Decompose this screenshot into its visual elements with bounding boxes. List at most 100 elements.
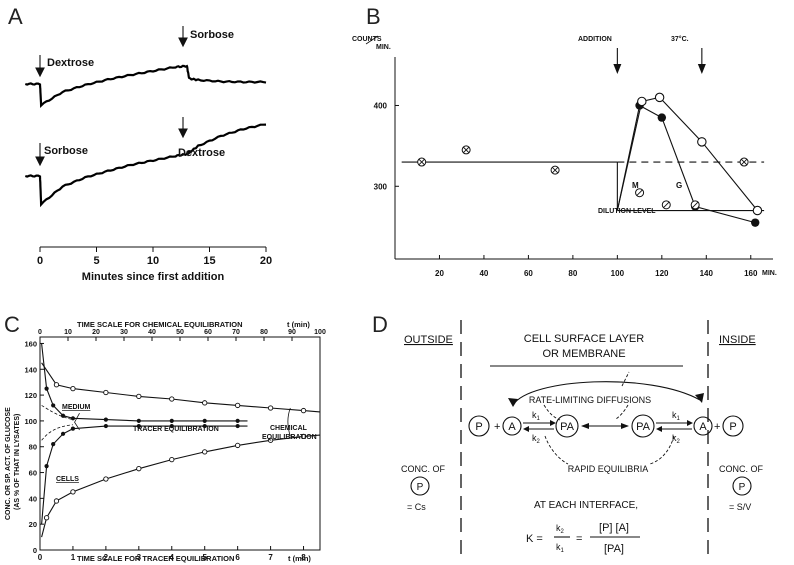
panel-d-a-outside: A bbox=[502, 416, 522, 436]
panel-d-eq-k1: k1 bbox=[556, 542, 565, 554]
panel-c-y-tick-label: 120 bbox=[24, 391, 37, 400]
panel-b-m-line bbox=[616, 104, 756, 224]
panel-c-medium-point bbox=[202, 400, 208, 406]
panel-b-point-g bbox=[697, 137, 707, 147]
panel-b-addition-arrowhead bbox=[613, 64, 622, 74]
panel-b-x-unit: MIN. bbox=[762, 270, 777, 277]
svg-text:PA: PA bbox=[636, 421, 651, 433]
panel-b-point-medium-slash bbox=[692, 201, 699, 208]
panel-c-bottom-tick-label: 1 bbox=[71, 553, 76, 562]
panel-d-k1-right: k1 bbox=[672, 410, 681, 422]
panel-c-frame bbox=[39, 336, 321, 551]
panel-d-transport-arc bbox=[512, 381, 701, 406]
panel-c-cells-point bbox=[169, 456, 175, 463]
panel-b-point-reference-cross bbox=[463, 146, 470, 154]
panel-c-medium-point bbox=[234, 402, 241, 409]
panel-a-label-sorbose-1: Sorbose bbox=[190, 29, 234, 41]
panel-b-point-g bbox=[654, 92, 665, 103]
panel-c-tracer-medium-point bbox=[136, 418, 141, 424]
panel-c-tracer-medium-point bbox=[70, 416, 76, 421]
panel-c-label-tracer: TRACER EQUILIBRATION bbox=[133, 426, 219, 433]
panel-c-bottom-axis-unit: t (min) bbox=[288, 554, 311, 563]
panel-c-chemical-brace bbox=[287, 407, 291, 437]
panel-b-dilution-label: DILUTION LEVEL bbox=[598, 208, 656, 215]
panel-c-top-tick-label: 80 bbox=[260, 329, 268, 336]
panel-d-eq-k2: k2 bbox=[556, 523, 565, 535]
panel-c-top-axis-unit: t (min) bbox=[287, 320, 310, 329]
panel-d-conc-p-outside: P bbox=[410, 476, 430, 496]
panel-b-x-tick-label: 160 bbox=[744, 269, 758, 278]
panel-d-eq-equals: = bbox=[576, 533, 582, 545]
panel-d-rapid-label: RAPID EQUILIBRIA bbox=[568, 464, 649, 474]
panel-c-top-tick-label: 60 bbox=[204, 329, 212, 336]
panel-b-point-g bbox=[752, 205, 763, 216]
panel-b-x-tick-label: 140 bbox=[700, 269, 714, 278]
panel-c-y-tick-label: 100 bbox=[24, 417, 37, 426]
panel-c-label-chemical-2: EQUILIBRATION bbox=[262, 434, 317, 441]
panel-b-x-tick-label: 100 bbox=[611, 269, 625, 278]
panel-a-label-dextrose-1: Dextrose bbox=[47, 57, 94, 69]
panel-c-letter: C bbox=[4, 312, 20, 337]
panel-b-y-tick-label: 400 bbox=[374, 101, 388, 110]
panel-b-point-reference-cross bbox=[740, 158, 748, 166]
panel-d-k1-left: k1 bbox=[532, 410, 541, 422]
panel-c-tracer-medium-point bbox=[51, 403, 56, 408]
panel-c-medium-point bbox=[103, 389, 109, 396]
panel-c-bottom-tick-label: 6 bbox=[235, 553, 240, 562]
panel-c-y-tick-label: 160 bbox=[24, 339, 37, 348]
panel-d: OUTSIDE INSIDE CELL SURFACE LAYER OR MEM… bbox=[401, 320, 764, 560]
panel-c-label-cells: CELLS bbox=[56, 476, 79, 483]
panel-b-series-m-label: M bbox=[632, 181, 639, 190]
svg-text:P: P bbox=[475, 421, 482, 433]
panel-b-x-tick-label: 40 bbox=[479, 269, 488, 278]
panel-a-dextrose-trace bbox=[24, 64, 267, 108]
panel-c-tracer-cells-point bbox=[51, 442, 56, 447]
panel-c-top-tick-label: 0 bbox=[38, 329, 42, 336]
panel-c-cells-curve bbox=[41, 434, 321, 538]
panel-c-tracer-cells-point bbox=[136, 423, 141, 429]
panel-b-x-tick-label: 120 bbox=[655, 269, 669, 278]
panel-d-letter: D bbox=[372, 312, 388, 337]
panel-c-bottom-tick-label: 2 bbox=[104, 553, 109, 562]
panel-d-sv-label: = S/V bbox=[729, 502, 751, 512]
panel-c-cells-point bbox=[103, 476, 109, 482]
panel-c-top-tick-label: 90 bbox=[288, 329, 296, 336]
svg-text:P: P bbox=[729, 421, 736, 433]
panel-b-y-label: COUNTS bbox=[352, 36, 382, 43]
panel-c-cells-point bbox=[70, 489, 76, 495]
panel-d-p-outside: P bbox=[468, 415, 490, 437]
panel-c-top-tick-label: 100 bbox=[314, 329, 326, 336]
panel-c-top-tick-label: 20 bbox=[92, 329, 100, 336]
panel-d-a-inside: A bbox=[693, 416, 713, 436]
panel-b-temp-label: 37°C. bbox=[671, 35, 689, 43]
panel-a-arrow-4 bbox=[178, 117, 188, 139]
panel-d-interface-label: AT EACH INTERFACE, bbox=[534, 500, 638, 511]
panel-b-y-unit: MIN. bbox=[376, 44, 391, 51]
svg-text:A: A bbox=[508, 421, 516, 433]
svg-text:P: P bbox=[739, 482, 746, 493]
panel-c-cells-point bbox=[202, 449, 208, 455]
panel-c-top-tick-label: 30 bbox=[120, 329, 128, 336]
panel-c-y-tick-label: 80 bbox=[29, 443, 37, 452]
panel-b: COUNTS MIN. MIN. ADDITION 37°C. DILUTION… bbox=[352, 35, 777, 278]
panel-d-membrane-line-2: OR MEMBRANE bbox=[542, 348, 625, 360]
panel-d-eq-denominator: [PA] bbox=[604, 543, 624, 555]
panel-c-cells-point bbox=[136, 466, 142, 472]
panel-c-cells-point bbox=[234, 442, 241, 449]
panel-d-k2-right: k2 bbox=[672, 433, 681, 445]
panel-c-top-tick-label: 10 bbox=[64, 329, 72, 336]
panel-b-point-m bbox=[657, 113, 667, 122]
panel-a-x-tick-label: 0 bbox=[37, 255, 43, 267]
panel-c-bottom-tick-label: 7 bbox=[268, 553, 273, 562]
panel-c-y-tick-label: 20 bbox=[29, 520, 37, 529]
panel-b-letter: B bbox=[366, 4, 381, 29]
panel-a: 0 5 10 15 20 Dextrose Sorbose Sorbose Dextro… bbox=[24, 26, 272, 283]
panel-b-point-g bbox=[637, 96, 647, 107]
panel-d-conc-outside: CONC. OF bbox=[401, 464, 446, 474]
panel-b-x-tick-label: 60 bbox=[524, 269, 533, 278]
panel-d-plus-2: + bbox=[714, 421, 720, 433]
panel-c-bottom-tick-label: 3 bbox=[137, 553, 142, 562]
panel-d-k2-left: k2 bbox=[532, 433, 541, 445]
panel-c-tracer-cells-point bbox=[103, 423, 108, 429]
panel-c-top-tick-label: 40 bbox=[148, 329, 156, 336]
